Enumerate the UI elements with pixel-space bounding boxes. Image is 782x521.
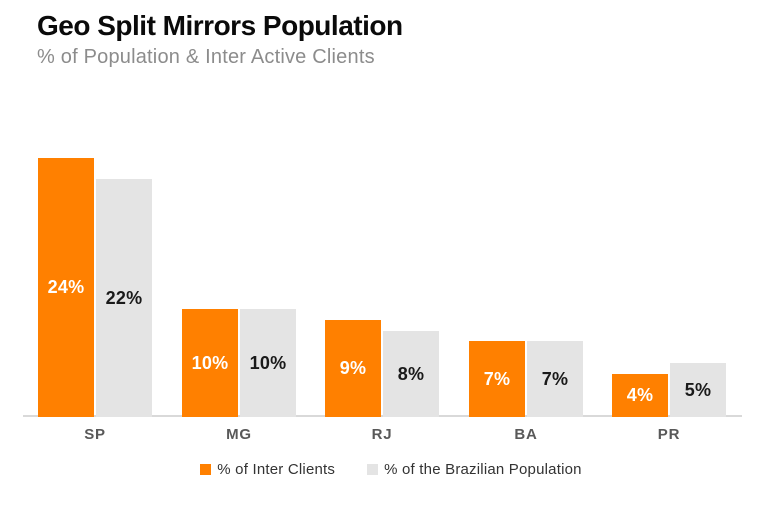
- bar-rj-series-0: 9%: [325, 320, 381, 417]
- bar-value-label: 22%: [105, 287, 143, 308]
- legend: % of Inter Clients % of the Brazilian Po…: [0, 461, 782, 478]
- legend-label-inter-clients: % of Inter Clients: [217, 461, 336, 478]
- chart-title: Geo Split Mirrors Population: [37, 10, 403, 41]
- x-axis-label-ba: BA: [514, 426, 538, 443]
- bar-value-label: 10%: [249, 352, 287, 373]
- legend-item-inter-clients: % of Inter Clients: [200, 461, 335, 478]
- legend-swatch-brazilian-population-icon: [367, 464, 379, 475]
- chart-subtitle: % of Population & Inter Active Clients: [37, 46, 375, 69]
- bar-value-label: 24%: [47, 277, 85, 297]
- bar-sp-series-1: 22%: [96, 179, 152, 417]
- bar-value-label: 7%: [483, 368, 511, 389]
- bar-value-label: 4%: [626, 385, 654, 405]
- x-axis-label-mg: MG: [226, 426, 252, 443]
- x-axis-label-sp: SP: [84, 426, 106, 443]
- bar-mg-series-1: 10%: [240, 309, 296, 417]
- legend-swatch-inter-clients-icon: [200, 464, 212, 475]
- x-axis-line: [23, 415, 742, 417]
- bar-pr-series-0: 4%: [612, 374, 668, 417]
- bar-value-label: 7%: [541, 368, 569, 389]
- chart-header: Geo Split Mirrors Population % of Popula…: [37, 10, 403, 69]
- bar-ba-series-0: 7%: [469, 341, 525, 417]
- bar-pr-series-1: 5%: [670, 363, 726, 417]
- bar-mg-series-0: 10%: [182, 309, 238, 417]
- legend-label-brazilian-population: % of the Brazilian Population: [384, 461, 582, 478]
- x-axis-label-pr: PR: [657, 426, 681, 443]
- bar-value-label: 9%: [339, 358, 367, 378]
- legend-item-brazilian-population: % of the Brazilian Population: [367, 461, 582, 478]
- bar-value-label: 5%: [684, 379, 712, 400]
- bar-value-label: 10%: [191, 352, 229, 373]
- bar-rj-series-1: 8%: [383, 331, 439, 417]
- bar-ba-series-1: 7%: [527, 341, 583, 417]
- x-axis-label-rj: RJ: [371, 426, 393, 443]
- bar-value-label: 8%: [397, 363, 425, 384]
- bar-sp-series-0: 24%: [38, 158, 94, 417]
